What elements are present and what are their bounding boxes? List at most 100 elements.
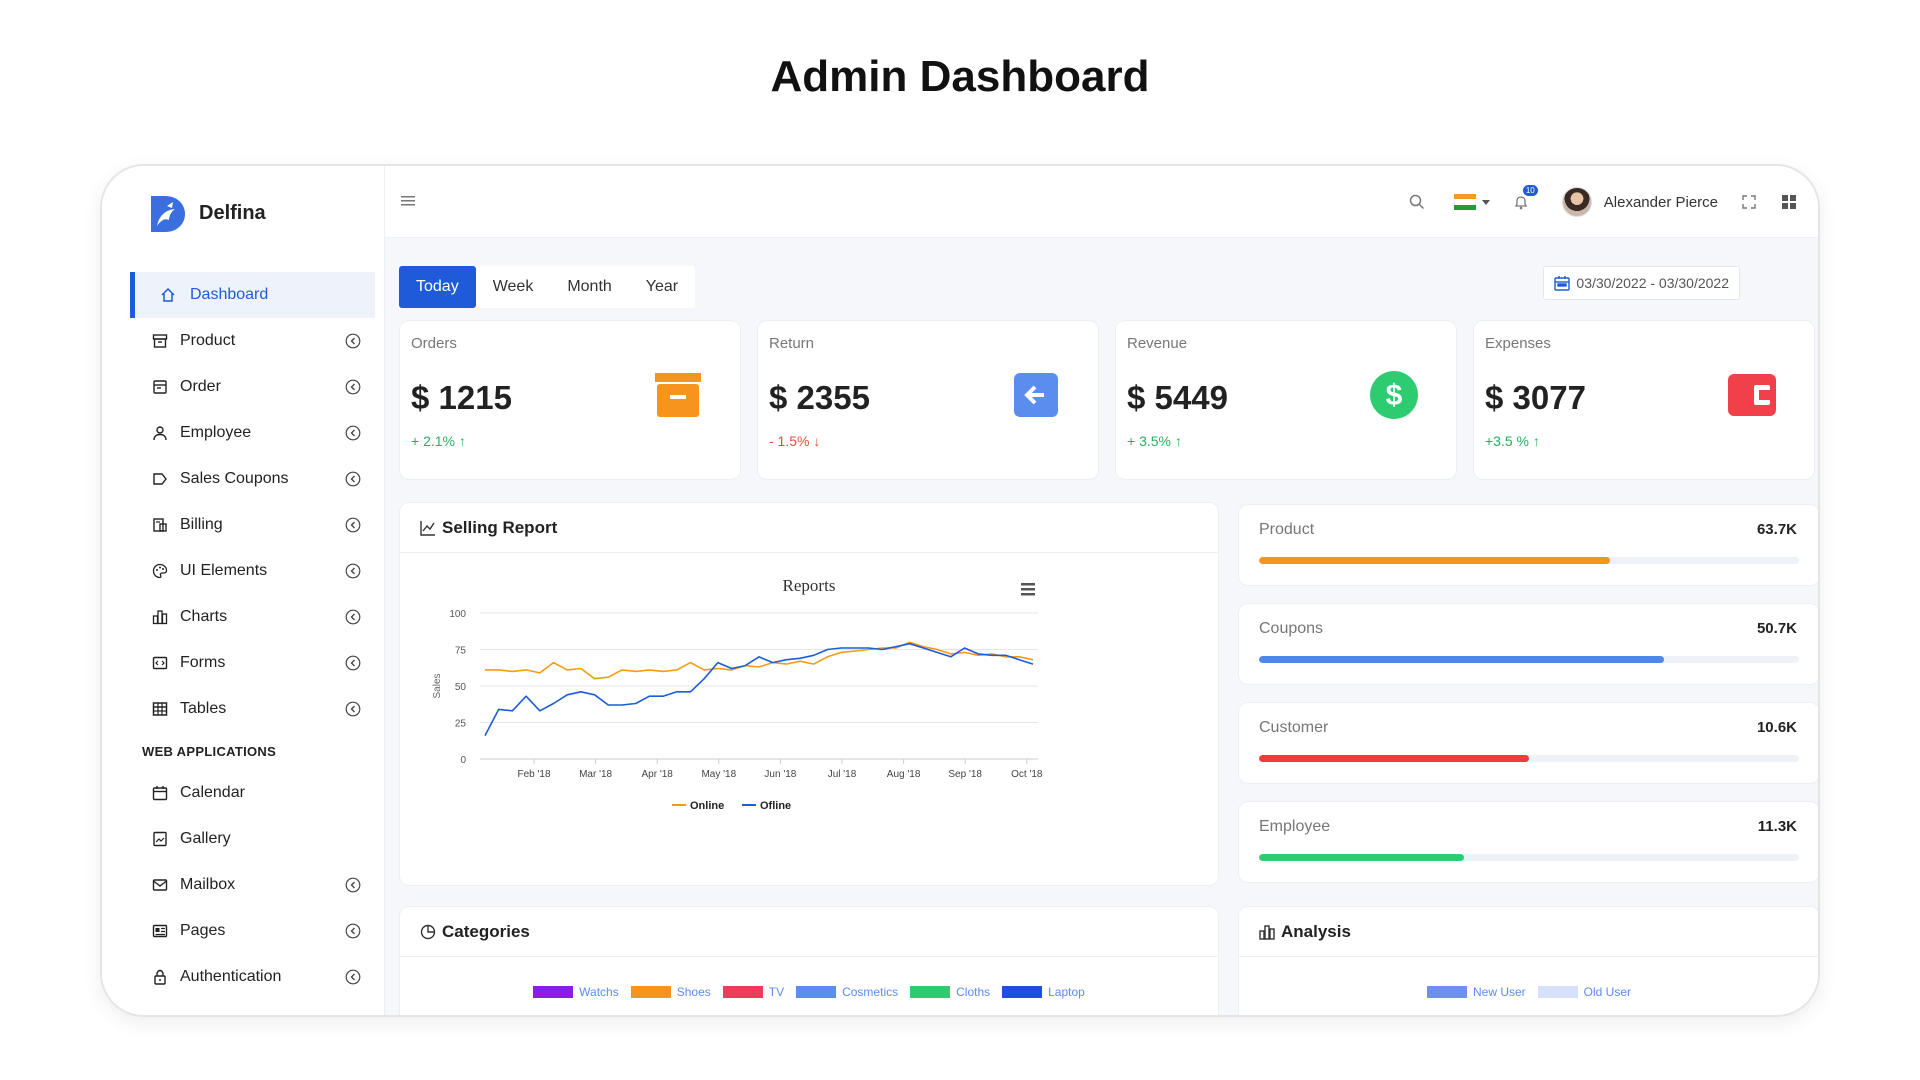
progress-card-coupons: Coupons 50.7K [1238, 603, 1818, 685]
legend-item-cosmetics[interactable]: Cosmetics [796, 985, 898, 999]
progress-value: 11.3K [1757, 818, 1797, 835]
chevron-left-icon[interactable] [345, 655, 361, 671]
sidebar-item-gallery[interactable]: Gallery [130, 816, 375, 862]
stat-change-value: - 1.5% [769, 433, 810, 449]
legend-item-watchs[interactable]: Watchs [533, 985, 619, 999]
tag-icon [153, 473, 167, 485]
legend-label: Laptop [1048, 985, 1085, 999]
progress-fill [1259, 557, 1610, 564]
legend-swatch [630, 986, 671, 998]
stat-value: $ 2355 [769, 379, 870, 416]
trend-arrow-icon: ↑ [458, 433, 466, 449]
page-heading: Admin Dashboard [770, 52, 1150, 101]
order-icon [153, 380, 167, 394]
x-tick-label: Oct '18 [1011, 769, 1043, 780]
menu-toggle-icon[interactable] [401, 194, 415, 208]
sidebar-item-forms[interactable]: Forms [130, 640, 375, 686]
language-caret-icon[interactable] [1481, 199, 1490, 205]
x-tick-label: Jul '18 [828, 769, 857, 780]
svg-text:$: $ [1386, 379, 1403, 412]
chevron-left-icon[interactable] [345, 969, 361, 985]
chart-icon [152, 610, 168, 625]
chevron-left-icon[interactable] [345, 333, 361, 349]
chevron-left-icon[interactable] [345, 609, 361, 625]
y-tick-label: 0 [460, 755, 466, 766]
x-tick-label: Mar '18 [579, 769, 612, 780]
sidebar-item-pages[interactable]: Pages [130, 908, 375, 954]
billing-icon [153, 518, 167, 532]
main-content: Today Week Month Year 03/30/2022 - 03/30/20… [385, 238, 1818, 1015]
sidebar-item-employee[interactable]: Employee [130, 410, 375, 456]
sidebar-item-sales-coupons[interactable]: Sales Coupons [130, 456, 375, 502]
legend-item-old-user[interactable]: Old User [1537, 985, 1632, 999]
topbar: 10 Alexander Pierce [385, 166, 1818, 238]
legend-item-laptop[interactable]: Laptop [1002, 985, 1085, 999]
y-tick-label: 50 [455, 682, 467, 693]
language-flag-icon[interactable] [1453, 194, 1476, 210]
sidebar-item-label: Order [180, 378, 221, 395]
chevron-left-icon[interactable] [345, 563, 361, 579]
selling-report-card: Selling Report Reports 0 25 50 75 100 Sales Feb… [399, 502, 1219, 886]
y-tick-label: 100 [449, 609, 466, 620]
brand-logo-icon [151, 196, 185, 232]
stat-change-value: + 3.5% [1127, 433, 1171, 449]
legend-item-new-user[interactable]: New User [1426, 985, 1526, 999]
chevron-left-icon[interactable] [345, 517, 361, 533]
table-icon [152, 702, 168, 716]
sidebar-item-product[interactable]: Product [130, 318, 375, 364]
pages-icon [152, 924, 168, 938]
date-range-picker[interactable]: 03/30/2022 - 03/30/2022 [1543, 266, 1740, 300]
x-tick-label: May '18 [701, 769, 736, 780]
chevron-left-icon[interactable] [345, 379, 361, 395]
date-range-text: 03/30/2022 - 03/30/2022 [1576, 275, 1729, 291]
mail-icon [152, 879, 168, 891]
categories-header: Categories [400, 907, 1218, 957]
stat-change: - 1.5% ↓ [769, 433, 820, 449]
legend-item-cloths[interactable]: Cloths [910, 985, 990, 999]
x-tick-label: Jun '18 [764, 769, 796, 780]
sidebar-item-label: Tables [180, 700, 227, 717]
tab-today[interactable]: Today [399, 266, 476, 308]
sidebar-item-calendar[interactable]: Calendar [130, 770, 375, 816]
legend-swatch [1537, 986, 1578, 998]
chevron-left-icon[interactable] [345, 877, 361, 893]
fullscreen-icon[interactable] [1740, 193, 1758, 211]
tab-year[interactable]: Year [645, 278, 679, 295]
chart-menu-icon[interactable] [1021, 583, 1035, 596]
tab-month[interactable]: Month [567, 278, 612, 295]
stat-change: + 3.5% ↑ [1127, 433, 1182, 449]
pie-chart-icon [420, 924, 436, 939]
sidebar-item-dashboard[interactable]: Dashboard [130, 272, 375, 318]
y-tick-label: 75 [455, 646, 467, 657]
sidebar-item-mailbox[interactable]: Mailbox [130, 862, 375, 908]
legend-item-tv[interactable]: TV [722, 985, 784, 999]
sidebar-item-authentication[interactable]: Authentication [130, 954, 375, 1000]
legend-item-shoes[interactable]: Shoes [630, 985, 711, 999]
archive-box-icon [650, 367, 706, 423]
legend-swatch [533, 986, 574, 998]
bell-icon[interactable]: 10 [1512, 185, 1538, 211]
stat-card-return: Return $ 2355 - 1.5% ↓ [757, 320, 1099, 480]
sidebar-item-order[interactable]: Order [130, 364, 375, 410]
sidebar-item-billing[interactable]: Billing [130, 502, 375, 548]
chevron-left-icon[interactable] [345, 923, 361, 939]
brand[interactable]: Delfina [147, 192, 266, 234]
search-icon[interactable] [1408, 193, 1426, 211]
legend-label: Old User [1583, 985, 1632, 999]
sidebar-section-title: WEB APPLICATIONS [142, 743, 277, 759]
calendar-icon [152, 786, 168, 801]
chevron-left-icon[interactable] [345, 471, 361, 487]
chevron-left-icon[interactable] [345, 425, 361, 441]
sidebar-item-charts[interactable]: Charts [130, 594, 375, 640]
avatar[interactable] [1561, 187, 1592, 217]
sidebar-item-ui-elements[interactable]: UI Elements [130, 548, 375, 594]
progress-value: 10.6K [1756, 719, 1797, 736]
legend-label: Cloths [956, 985, 991, 999]
tab-week[interactable]: Week [492, 278, 534, 295]
sidebar-item-tables[interactable]: Tables [130, 686, 375, 732]
analysis-card: Analysis New User Old User [1238, 906, 1818, 1015]
apps-grid-icon[interactable] [1780, 193, 1798, 211]
user-name[interactable]: Alexander Pierce [1603, 193, 1718, 211]
chevron-left-icon[interactable] [345, 701, 361, 717]
sidebar-item-label: Authentication [180, 968, 282, 985]
